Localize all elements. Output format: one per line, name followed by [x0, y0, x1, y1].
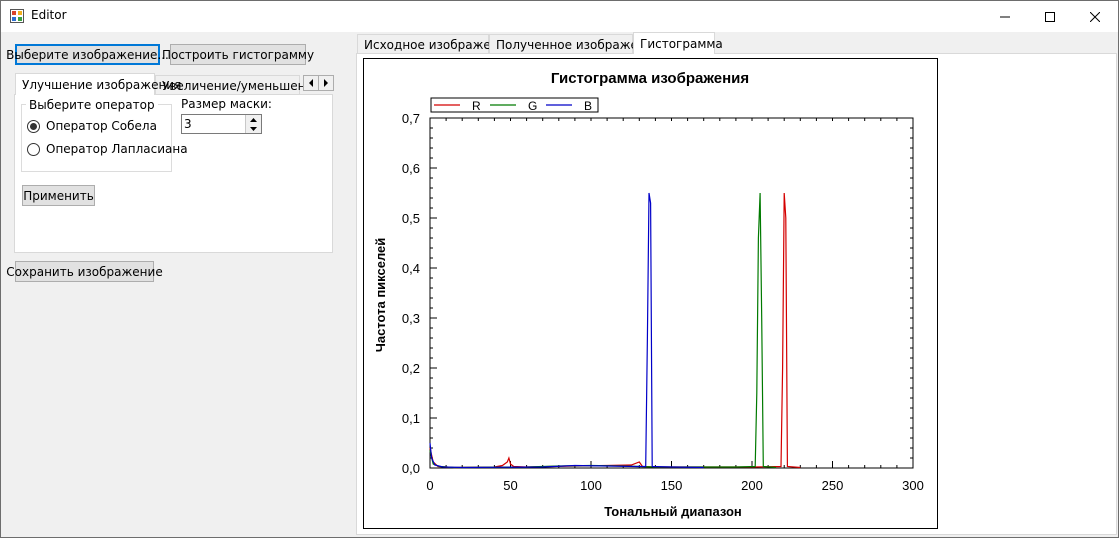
tab-histogram[interactable]: Гистограмма [633, 32, 715, 54]
window-title: Editor [31, 8, 67, 22]
tab-result-image[interactable]: Полученное изображение [489, 34, 633, 54]
histogram-panel: Гистограмма изображения 0 50 100 150 200 250 3… [356, 53, 1117, 535]
save-image-button[interactable]: Сохранить изображение [15, 261, 154, 282]
maximize-icon [1045, 12, 1055, 22]
x-tick-label: 300 [902, 478, 924, 493]
laplacian-label: Оператор Лапласиана [46, 142, 188, 156]
y-tick-label: 0,5 [402, 211, 420, 226]
histogram-svg: Гистограмма изображения 0 50 100 150 200 250 3… [364, 59, 937, 528]
y-tick-label: 0,2 [402, 361, 420, 376]
y-tick-label: 0,3 [402, 311, 420, 326]
sobel-radio[interactable] [27, 120, 40, 133]
arrow-left-icon [308, 79, 314, 87]
chart-axes: 0 50 100 150 200 250 300 0,0 0,1 0,2 0,3 0,4 0,5 0,6 0… [402, 111, 924, 493]
legend-label-g: G [528, 99, 537, 113]
chart-series [430, 193, 800, 468]
title-bar: Editor [1, 1, 1118, 32]
x-tick-label: 200 [741, 478, 763, 493]
tab-image-enhancement[interactable]: Улучшение изображения [15, 73, 155, 95]
maximize-button[interactable] [1027, 1, 1072, 32]
operator-groupbox [21, 104, 172, 172]
arrow-right-icon [323, 79, 329, 87]
close-icon [1090, 12, 1100, 22]
tab-source-image[interactable]: Исходное изображение [357, 34, 489, 54]
tab-scroll-left-button[interactable] [303, 75, 319, 91]
tab-scroll-right-button[interactable] [318, 75, 334, 91]
laplacian-radio-row[interactable]: Оператор Лапласиана [27, 142, 188, 156]
x-tick-label: 100 [580, 478, 602, 493]
series-line-b [430, 193, 704, 468]
build-histogram-button[interactable]: Построить гистограмму [170, 44, 306, 65]
y-tick-label: 0,6 [402, 161, 420, 176]
series-line-r [430, 193, 800, 468]
chart-title: Гистограмма изображения [551, 70, 749, 87]
series-line-g [430, 193, 776, 468]
y-tick-label: 0,1 [402, 411, 420, 426]
app-icon [10, 9, 24, 23]
choose-image-button[interactable]: Выберите изображение... [15, 44, 160, 65]
client-area: Выберите изображение... Построить гистог… [1, 32, 1118, 537]
legend-label-r: R [472, 99, 481, 113]
sobel-radio-row[interactable]: Оператор Собела [27, 119, 157, 133]
x-tick-label: 250 [822, 478, 844, 493]
stepper-down-button[interactable] [246, 124, 261, 133]
x-tick-label: 50 [503, 478, 517, 493]
x-tick-label: 150 [661, 478, 683, 493]
y-tick-label: 0,7 [402, 111, 420, 126]
stepper-buttons [245, 115, 261, 133]
apply-button[interactable]: Применить [22, 185, 95, 206]
legend-label-b: B [584, 99, 592, 113]
chevron-down-icon [250, 127, 257, 131]
laplacian-radio[interactable] [27, 143, 40, 156]
histogram-chart: Гистограмма изображения 0 50 100 150 200 250 3… [363, 58, 938, 529]
operator-group-label: Выберите оператор [26, 98, 158, 112]
y-axis-label: Частота пикселей [373, 238, 388, 353]
plot-frame [430, 118, 913, 468]
mask-size-label: Размер маски: [181, 97, 272, 111]
y-tick-label: 0,0 [402, 461, 420, 476]
mask-size-input[interactable] [182, 115, 244, 133]
stepper-up-button[interactable] [246, 115, 261, 124]
minimize-icon [1000, 12, 1010, 22]
mask-size-stepper[interactable] [181, 114, 262, 134]
close-button[interactable] [1072, 1, 1117, 32]
x-tick-label: 0 [426, 478, 433, 493]
x-axis-label: Тональный диапазон [604, 504, 742, 519]
chevron-up-icon [250, 118, 257, 122]
sobel-label: Оператор Собела [46, 119, 157, 133]
minimize-button[interactable] [982, 1, 1027, 32]
y-tick-label: 0,4 [402, 261, 420, 276]
